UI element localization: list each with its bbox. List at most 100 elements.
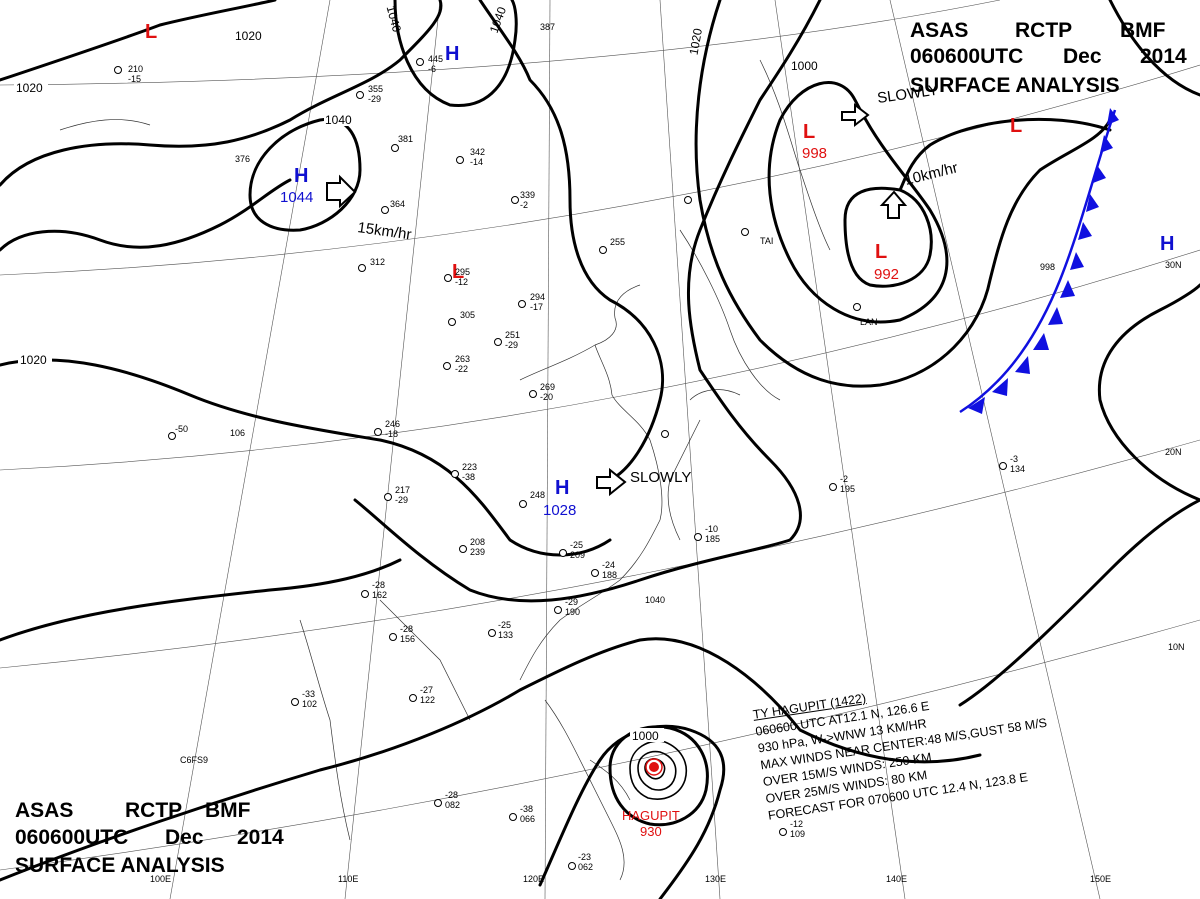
station-value: 190	[565, 607, 580, 617]
isobar-label: 1020	[16, 81, 43, 95]
station-value: 376	[235, 154, 250, 164]
station-marker	[509, 813, 517, 821]
isobar-labels: 1020 1020 1040 1040 1020 1040 1000 1020 …	[14, 4, 824, 743]
header-top-source: ASAS	[910, 19, 969, 42]
station-marker	[443, 362, 451, 370]
station-value: 122	[420, 695, 435, 705]
station-value: -27	[420, 685, 433, 695]
station-marker	[741, 228, 749, 236]
station-value: 223	[462, 462, 477, 472]
station-value: 133	[498, 630, 513, 640]
header-bottom-title: SURFACE ANALYSIS	[15, 854, 225, 877]
station-value: 263	[455, 354, 470, 364]
station-value: 355	[368, 84, 383, 94]
motion-label-15kmhr: 15km/hr	[356, 219, 412, 243]
lon-label-150e: 150E	[1090, 874, 1111, 884]
station-marker	[511, 196, 519, 204]
station-marker	[451, 470, 459, 478]
station-value: -22	[455, 364, 468, 374]
station-marker	[361, 590, 369, 598]
station-value: -12	[790, 819, 803, 829]
station-value: 1040	[645, 595, 665, 605]
station-value: -28	[445, 790, 458, 800]
motion-arrows	[326, 102, 908, 497]
station-marker	[291, 698, 299, 706]
station-marker	[661, 430, 669, 438]
station-marker	[829, 483, 837, 491]
station-marker	[389, 633, 397, 641]
station-value: -2	[840, 474, 848, 484]
low-center-west: L	[145, 21, 157, 43]
station-value: -29	[505, 340, 518, 350]
header-top-type: BMF	[1120, 19, 1166, 42]
lat-label-30n: 30N	[1165, 260, 1182, 270]
low-center-992: L	[875, 241, 887, 263]
station-marker	[391, 144, 399, 152]
station-value: -25	[498, 620, 511, 630]
station-value: -50	[175, 424, 188, 434]
typhoon-symbol: HAGUPIT 930	[622, 758, 680, 839]
station-marker	[114, 66, 122, 74]
lat-label-20n: 20N	[1165, 447, 1182, 457]
station-marker	[168, 432, 176, 440]
station-value: -28	[372, 580, 385, 590]
high-center-1044: H	[294, 165, 308, 187]
station-marker	[694, 533, 702, 541]
station-value: -15	[128, 74, 141, 84]
low-992-value: 992	[874, 266, 899, 283]
station-value: 246	[385, 419, 400, 429]
motion-label-slowly: SLOWLY	[630, 469, 691, 486]
typhoon-pressure: 930	[640, 824, 662, 839]
station-value: 188	[602, 570, 617, 580]
station-value: -18	[385, 429, 398, 439]
station-value: 066	[520, 814, 535, 824]
low-center-mongolia: L	[452, 261, 464, 283]
station-marker	[779, 828, 787, 836]
station-value: C6FS9	[180, 755, 208, 765]
station-value: 134	[1010, 464, 1025, 474]
station-value: 255	[610, 237, 625, 247]
high-center-1028: H	[555, 477, 569, 499]
station-marker	[358, 264, 366, 272]
typhoon-ring-label: 1000	[632, 729, 659, 743]
isobar-label: 1000	[791, 59, 818, 73]
station-marker	[518, 300, 526, 308]
station-marker	[684, 196, 692, 204]
station-marker	[519, 500, 527, 508]
station-marker	[559, 549, 567, 557]
station-value: 251	[505, 330, 520, 340]
low-998-value: 998	[802, 145, 827, 162]
station-value: -28	[400, 624, 413, 634]
header-bottom: ASAS RCTP BMF 060600UTC Dec 2014 SURFACE…	[0, 795, 400, 895]
station-value: 156	[400, 634, 415, 644]
station-value: 248	[530, 490, 545, 500]
station-value: 210	[128, 64, 143, 74]
station-value: 381	[398, 134, 413, 144]
station-value: 082	[445, 800, 460, 810]
station-value: 295	[455, 267, 470, 277]
station-marker	[444, 274, 452, 282]
station-marker	[554, 606, 562, 614]
lon-label-100e: 100E	[150, 874, 171, 884]
station-plots: 210-15355-29445-6387381342-14364376339-2…	[114, 22, 1055, 872]
station-value: -6	[428, 64, 436, 74]
station-value: 312	[370, 257, 385, 267]
pressure-centers: H 1044 H 1028 H H L 998 L 992 L L L	[145, 21, 1174, 519]
lon-label-110e: 110E	[338, 874, 358, 884]
station-marker	[568, 862, 576, 870]
station-marker	[381, 206, 389, 214]
station-value: -29	[368, 94, 381, 104]
station-marker	[456, 156, 464, 164]
lon-label-120e: 120E	[523, 874, 544, 884]
header-bottom-type: BMF	[205, 799, 251, 822]
station-value: -33	[302, 689, 315, 699]
high-1028-value: 1028	[543, 502, 576, 519]
high-center-east: H	[1160, 233, 1174, 255]
isobar-label: 1040	[384, 4, 405, 34]
lat-label-10n: 10N	[1168, 642, 1185, 652]
station-marker	[599, 246, 607, 254]
station-marker	[529, 390, 537, 398]
station-value: 185	[705, 534, 720, 544]
